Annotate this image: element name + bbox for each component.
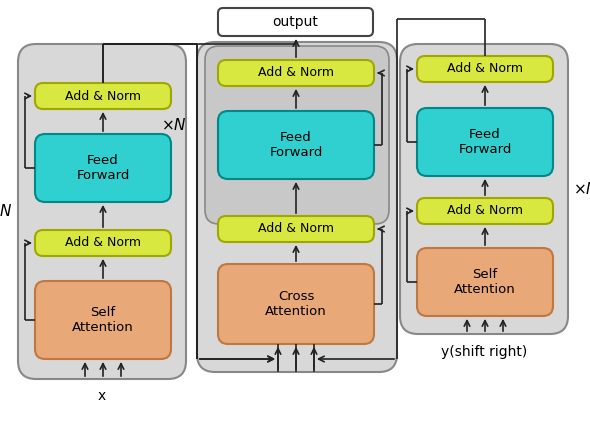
Text: Self
Attention: Self Attention — [72, 306, 134, 334]
FancyBboxPatch shape — [400, 44, 568, 334]
FancyBboxPatch shape — [417, 108, 553, 176]
Text: Add & Norm: Add & Norm — [447, 62, 523, 76]
FancyBboxPatch shape — [35, 281, 171, 359]
Text: Feed
Forward: Feed Forward — [269, 131, 323, 159]
FancyBboxPatch shape — [205, 46, 389, 224]
Text: Add & Norm: Add & Norm — [447, 204, 523, 217]
Text: output: output — [273, 15, 319, 29]
Text: Cross
Attention: Cross Attention — [265, 290, 327, 318]
Text: Self
Attention: Self Attention — [454, 268, 516, 296]
Text: Add & Norm: Add & Norm — [258, 66, 334, 79]
FancyBboxPatch shape — [18, 44, 186, 379]
FancyBboxPatch shape — [35, 134, 171, 202]
FancyBboxPatch shape — [197, 42, 397, 372]
Text: x: x — [98, 389, 106, 403]
FancyBboxPatch shape — [218, 111, 374, 179]
Text: Add & Norm: Add & Norm — [258, 223, 334, 236]
Text: y(shift right): y(shift right) — [441, 345, 527, 359]
FancyBboxPatch shape — [35, 230, 171, 256]
FancyBboxPatch shape — [218, 8, 373, 36]
FancyBboxPatch shape — [218, 60, 374, 86]
FancyBboxPatch shape — [417, 198, 553, 224]
FancyBboxPatch shape — [35, 83, 171, 109]
Text: Add & Norm: Add & Norm — [65, 89, 141, 102]
Text: Add & Norm: Add & Norm — [65, 237, 141, 250]
Text: Feed
Forward: Feed Forward — [458, 128, 512, 156]
Text: $\times N$: $\times N$ — [0, 204, 13, 220]
FancyBboxPatch shape — [417, 248, 553, 316]
Text: Feed
Forward: Feed Forward — [76, 154, 130, 182]
FancyBboxPatch shape — [417, 56, 553, 82]
Text: $\times N$: $\times N$ — [161, 117, 187, 133]
Text: $\times N$: $\times N$ — [573, 181, 590, 197]
FancyBboxPatch shape — [218, 216, 374, 242]
FancyBboxPatch shape — [218, 264, 374, 344]
